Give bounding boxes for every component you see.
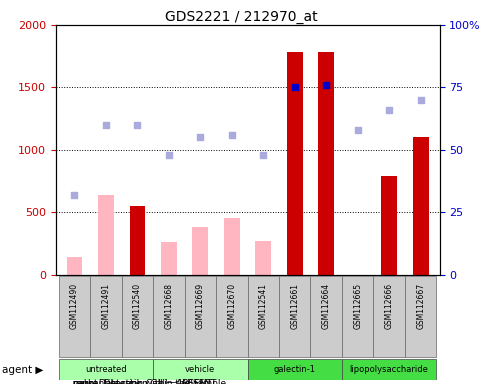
Text: GSM112541: GSM112541: [259, 283, 268, 329]
Text: GSM112669: GSM112669: [196, 283, 205, 329]
Bar: [59, 276, 90, 357]
Bar: [153, 359, 248, 380]
Bar: [90, 276, 122, 357]
Point: [322, 82, 330, 88]
Point: [165, 152, 173, 158]
Bar: [185, 276, 216, 357]
Text: agent ▶: agent ▶: [2, 364, 44, 375]
Bar: [318, 53, 334, 275]
Bar: [279, 276, 311, 357]
Point: [417, 97, 425, 103]
Text: GDS2221 / 212970_at: GDS2221 / 212970_at: [165, 10, 318, 23]
Text: value, Detection Call = ABSENT: value, Detection Call = ABSENT: [73, 379, 216, 384]
Bar: [342, 276, 373, 357]
Bar: [216, 276, 248, 357]
Bar: [248, 359, 342, 380]
Bar: [287, 53, 303, 275]
Text: GSM112665: GSM112665: [353, 283, 362, 329]
Bar: [311, 276, 342, 357]
Text: percentile rank within the sample: percentile rank within the sample: [73, 379, 226, 384]
Text: lipopolysaccharide: lipopolysaccharide: [350, 365, 428, 374]
Point: [71, 192, 78, 198]
Bar: [342, 359, 436, 380]
Bar: [413, 137, 428, 275]
Bar: [161, 242, 177, 275]
Bar: [256, 241, 271, 275]
Text: GSM112661: GSM112661: [290, 283, 299, 329]
Point: [228, 132, 236, 138]
Bar: [122, 276, 153, 357]
Point: [197, 134, 204, 140]
Bar: [98, 195, 114, 275]
Text: rank, Detection Call = ABSENT: rank, Detection Call = ABSENT: [73, 379, 212, 384]
Bar: [381, 176, 397, 275]
Text: GSM112667: GSM112667: [416, 283, 425, 329]
Bar: [405, 276, 436, 357]
Text: GSM112664: GSM112664: [322, 283, 331, 329]
Text: vehicle: vehicle: [185, 365, 215, 374]
Bar: [192, 227, 208, 275]
Text: GSM112540: GSM112540: [133, 283, 142, 329]
Bar: [248, 276, 279, 357]
Point: [385, 107, 393, 113]
Point: [354, 127, 362, 133]
Point: [102, 122, 110, 128]
Text: count: count: [73, 379, 99, 384]
Bar: [129, 206, 145, 275]
Text: GSM112491: GSM112491: [101, 283, 111, 329]
Text: GSM112670: GSM112670: [227, 283, 236, 329]
Bar: [224, 218, 240, 275]
Text: galectin-1: galectin-1: [274, 365, 316, 374]
Bar: [153, 276, 185, 357]
Bar: [373, 276, 405, 357]
Point: [259, 152, 267, 158]
Point: [133, 122, 141, 128]
Bar: [59, 359, 153, 380]
Text: untreated: untreated: [85, 365, 127, 374]
Text: GSM112666: GSM112666: [384, 283, 394, 329]
Point: [291, 84, 298, 90]
Text: GSM112490: GSM112490: [70, 283, 79, 329]
Bar: [67, 257, 82, 275]
Text: GSM112668: GSM112668: [164, 283, 173, 329]
